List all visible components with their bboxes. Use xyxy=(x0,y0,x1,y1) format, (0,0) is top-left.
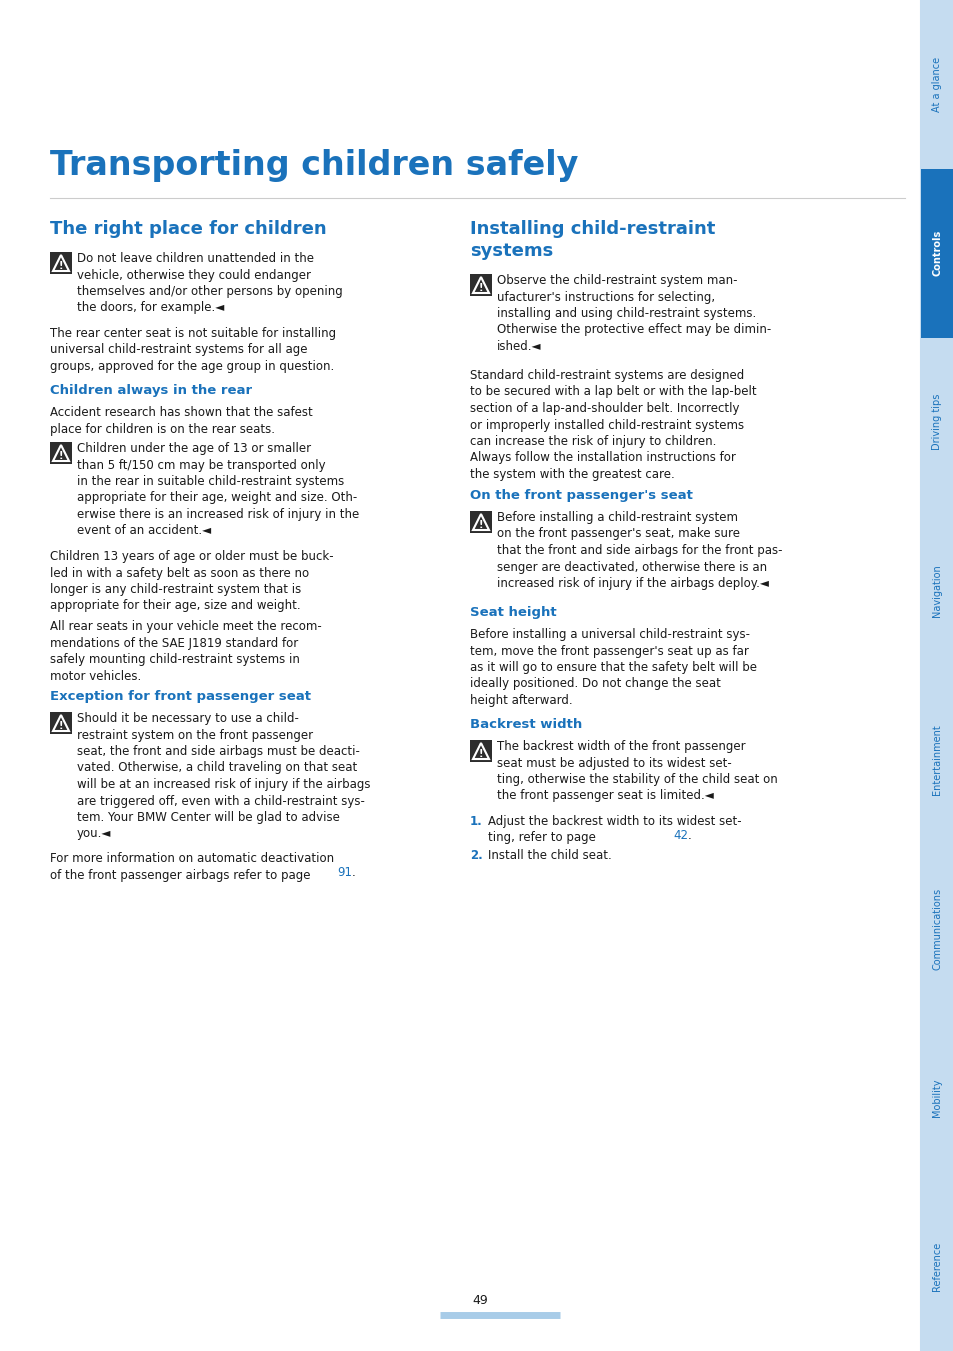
Text: Standard child-restraint systems are designed
to be secured with a lap belt or w: Standard child-restraint systems are des… xyxy=(470,369,756,481)
Text: All rear seats in your vehicle meet the recom-
mendations of the SAE J1819 stand: All rear seats in your vehicle meet the … xyxy=(50,620,321,682)
Text: .: . xyxy=(687,830,691,842)
Text: Backrest width: Backrest width xyxy=(470,717,581,731)
Text: !: ! xyxy=(478,282,483,293)
Text: !: ! xyxy=(478,748,483,759)
Bar xyxy=(920,507,953,676)
Bar xyxy=(920,1182,953,1351)
Text: Children 13 years of age or older must be buck-
led in with a safety belt as soo: Children 13 years of age or older must b… xyxy=(50,550,334,612)
Bar xyxy=(920,844,953,1013)
Text: Communications: Communications xyxy=(931,888,942,970)
Text: Children under the age of 13 or smaller
than 5 ft/150 cm may be transported only: Children under the age of 13 or smaller … xyxy=(77,442,359,538)
Text: The rear center seat is not suitable for installing
universal child-restraint sy: The rear center seat is not suitable for… xyxy=(50,327,335,373)
Bar xyxy=(50,253,71,274)
Text: !: ! xyxy=(478,520,483,530)
Bar xyxy=(920,676,953,844)
Text: Mobility: Mobility xyxy=(931,1078,942,1117)
Bar xyxy=(470,274,492,296)
Text: 49: 49 xyxy=(472,1293,487,1306)
Bar xyxy=(470,511,492,534)
Text: Should it be necessary to use a child-
restraint system on the front passenger
s: Should it be necessary to use a child- r… xyxy=(77,712,370,840)
Text: !: ! xyxy=(59,261,63,270)
Bar xyxy=(920,1013,953,1182)
Text: For more information on automatic deactivation
of the front passenger airbags re: For more information on automatic deacti… xyxy=(50,852,334,881)
Bar xyxy=(920,169,953,338)
Text: Reference: Reference xyxy=(931,1242,942,1292)
Bar xyxy=(920,338,953,507)
Text: Driving tips: Driving tips xyxy=(931,394,942,450)
Bar xyxy=(50,712,71,734)
Text: At a glance: At a glance xyxy=(931,57,942,112)
Text: !: ! xyxy=(59,451,63,461)
Text: 42: 42 xyxy=(672,830,687,842)
Text: Installing child-restraint: Installing child-restraint xyxy=(470,220,715,238)
Text: systems: systems xyxy=(470,242,553,259)
Text: Exception for front passenger seat: Exception for front passenger seat xyxy=(50,690,311,703)
Text: Adjust the backrest width to its widest set-
ting, refer to page: Adjust the backrest width to its widest … xyxy=(488,815,740,844)
Text: Entertainment: Entertainment xyxy=(931,724,942,796)
Text: 91: 91 xyxy=(336,866,352,880)
Text: Before installing a universal child-restraint sys-
tem, move the front passenger: Before installing a universal child-rest… xyxy=(470,628,757,707)
Text: 1.: 1. xyxy=(470,815,482,828)
Text: Transporting children safely: Transporting children safely xyxy=(50,149,578,182)
Text: Controls: Controls xyxy=(931,230,942,277)
Text: The backrest width of the front passenger
seat must be adjusted to its widest se: The backrest width of the front passenge… xyxy=(497,740,777,802)
Text: Observe the child-restraint system man-
ufacturer's instructions for selecting,
: Observe the child-restraint system man- … xyxy=(497,274,770,353)
Text: Children always in the rear: Children always in the rear xyxy=(50,384,252,397)
Text: Navigation: Navigation xyxy=(931,565,942,617)
Bar xyxy=(920,0,953,169)
Text: Install the child seat.: Install the child seat. xyxy=(488,848,611,862)
Text: Seat height: Seat height xyxy=(470,607,556,619)
Text: !: ! xyxy=(59,720,63,731)
Bar xyxy=(470,740,492,762)
Text: Before installing a child-restraint system
on the front passenger's seat, make s: Before installing a child-restraint syst… xyxy=(497,511,781,590)
Text: Accident research has shown that the safest
place for children is on the rear se: Accident research has shown that the saf… xyxy=(50,407,313,435)
Text: .: . xyxy=(352,866,355,880)
Text: The right place for children: The right place for children xyxy=(50,220,326,238)
Bar xyxy=(50,442,71,463)
Text: Do not leave children unattended in the
vehicle, otherwise they could endanger
t: Do not leave children unattended in the … xyxy=(77,253,342,315)
Text: 2.: 2. xyxy=(470,848,482,862)
Text: On the front passenger's seat: On the front passenger's seat xyxy=(470,489,692,503)
